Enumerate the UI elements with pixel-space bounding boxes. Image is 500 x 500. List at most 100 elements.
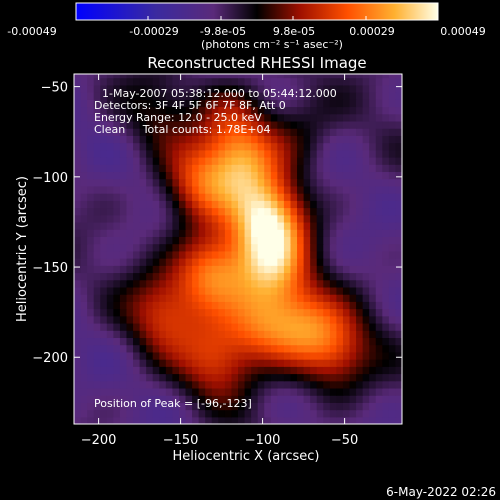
heatmap-cell bbox=[152, 142, 160, 151]
heatmap-cell bbox=[126, 221, 134, 230]
heatmap-cell bbox=[362, 337, 370, 346]
heatmap-cell bbox=[93, 351, 101, 360]
heatmap-cell bbox=[342, 409, 351, 418]
heatmap-cell bbox=[218, 330, 226, 339]
heatmap-cell bbox=[388, 178, 397, 187]
heatmap-cell bbox=[310, 149, 318, 158]
heatmap-cell bbox=[297, 92, 305, 100]
heatmap-cell bbox=[80, 250, 88, 259]
heatmap-cell bbox=[303, 380, 311, 389]
heatmap-cell bbox=[211, 156, 219, 165]
heatmap-cell bbox=[388, 142, 397, 151]
heatmap-cell bbox=[349, 294, 357, 302]
heatmap-cell bbox=[356, 200, 364, 209]
heatmap-cell bbox=[356, 301, 364, 310]
heatmap-cell bbox=[342, 92, 351, 100]
heatmap-cell bbox=[362, 330, 370, 339]
heatmap-cell bbox=[375, 193, 383, 201]
heatmap-cell bbox=[251, 214, 259, 223]
heatmap-cell bbox=[205, 128, 213, 136]
heatmap-cell bbox=[133, 207, 141, 216]
heatmap-cell bbox=[172, 258, 180, 266]
heatmap-cell bbox=[218, 351, 226, 360]
heatmap-cell bbox=[119, 243, 128, 252]
heatmap-cell bbox=[277, 229, 285, 237]
heatmap-cell bbox=[349, 409, 357, 418]
heatmap-cell bbox=[211, 294, 219, 302]
heatmap-cell bbox=[172, 221, 180, 230]
heatmap-cell bbox=[159, 149, 167, 158]
heatmap-cell bbox=[388, 258, 397, 266]
heatmap-cell bbox=[106, 164, 114, 173]
heatmap-cell bbox=[375, 330, 383, 339]
heatmap-cell bbox=[224, 409, 233, 418]
heatmap-cell bbox=[323, 308, 331, 317]
heatmap-cell bbox=[165, 409, 173, 418]
heatmap-cell bbox=[238, 380, 246, 389]
heatmap-cell bbox=[126, 294, 134, 302]
heatmap-cell bbox=[264, 200, 272, 209]
heatmap-cell bbox=[375, 207, 383, 216]
heatmap-cell bbox=[310, 200, 318, 209]
heatmap-cell bbox=[218, 214, 226, 223]
heatmap-cell bbox=[218, 171, 226, 180]
heatmap-cell bbox=[336, 120, 344, 129]
heatmap-cell bbox=[257, 416, 265, 424]
heatmap-cell bbox=[224, 135, 233, 144]
heatmap-cell bbox=[342, 200, 351, 209]
heatmap-cell bbox=[329, 200, 337, 209]
heatmap-cell bbox=[277, 74, 285, 79]
heatmap-cell bbox=[251, 142, 259, 151]
heatmap-cell bbox=[283, 135, 292, 144]
heatmap-cell bbox=[74, 128, 82, 136]
heatmap-cell bbox=[165, 294, 173, 302]
heatmap-cell bbox=[251, 351, 259, 360]
heatmap-cell bbox=[224, 243, 233, 252]
heatmap-cell bbox=[139, 416, 147, 424]
heatmap-cell bbox=[270, 359, 278, 367]
y-tick-label: −100 bbox=[32, 171, 68, 186]
heatmap-cell bbox=[382, 373, 390, 382]
heatmap-cell bbox=[264, 315, 272, 324]
heatmap-cell bbox=[165, 344, 173, 353]
heatmap-cell bbox=[178, 380, 187, 389]
heatmap-cell bbox=[205, 135, 213, 144]
heatmap-cell bbox=[100, 409, 108, 418]
heatmap-cell bbox=[316, 344, 324, 353]
heatmap-cell bbox=[270, 366, 278, 375]
heatmap-cell bbox=[303, 265, 311, 274]
heatmap-cell bbox=[264, 221, 272, 230]
heatmap-cell bbox=[290, 229, 298, 237]
heatmap-cell bbox=[178, 322, 187, 331]
heatmap-cell bbox=[257, 286, 265, 295]
heatmap-cell bbox=[152, 409, 160, 418]
heatmap-cell bbox=[283, 337, 292, 346]
heatmap-cell bbox=[336, 113, 344, 122]
heatmap-cell bbox=[336, 185, 344, 194]
heatmap-cell bbox=[329, 258, 337, 266]
heatmap-cell bbox=[218, 156, 226, 165]
heatmap-cell bbox=[251, 185, 259, 194]
heatmap-cell bbox=[231, 286, 239, 295]
heatmap-cell bbox=[172, 373, 180, 382]
heatmap-cell bbox=[133, 106, 141, 115]
heatmap-cell bbox=[119, 301, 128, 310]
heatmap-cell bbox=[251, 243, 259, 252]
heatmap-cell bbox=[297, 120, 305, 129]
heatmap-cell bbox=[290, 207, 298, 216]
heatmap-cell bbox=[139, 113, 147, 122]
heatmap-cell bbox=[165, 135, 173, 144]
heatmap-cell bbox=[146, 84, 154, 93]
heatmap-cell bbox=[218, 250, 226, 259]
heatmap-cell bbox=[87, 416, 95, 424]
heatmap-cell bbox=[303, 351, 311, 360]
heatmap-cell bbox=[283, 387, 292, 396]
heatmap-cell bbox=[349, 229, 357, 237]
heatmap-cell bbox=[178, 229, 187, 237]
heatmap-cell bbox=[198, 330, 206, 339]
heatmap-cell bbox=[126, 409, 134, 418]
heatmap-cell bbox=[336, 315, 344, 324]
heatmap-cell bbox=[218, 286, 226, 295]
heatmap-cell bbox=[264, 265, 272, 274]
heatmap-cell bbox=[303, 387, 311, 396]
